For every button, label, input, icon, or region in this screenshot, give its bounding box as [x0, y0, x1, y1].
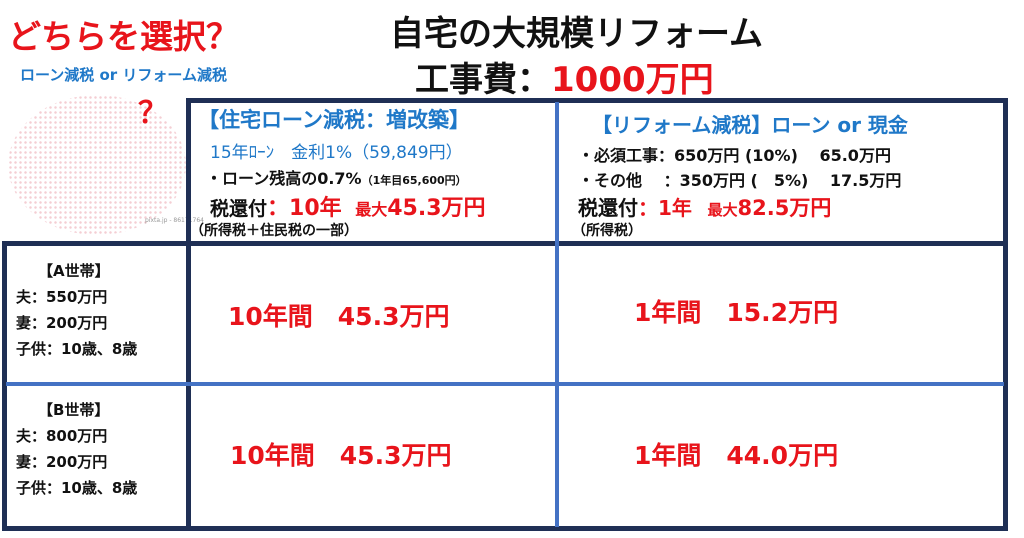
- household-b: 【B世帯】 夫：800万円 妻：200万円 子供：10歳、8歳: [16, 401, 138, 497]
- reform-heading: 【リフォーム減税】ローン or 現金: [592, 113, 908, 137]
- frame-left: [2, 241, 7, 531]
- household-a-loan-result: 10年間 45.3万円: [228, 302, 450, 331]
- loan-refund: 税還付：10年 最大45.3万円: [210, 196, 486, 221]
- household-a: 【A世帯】 夫：550万円 妻：200万円 子供：10歳、8歳: [16, 262, 138, 358]
- subtitle: ローン減税 or リフォーム減税: [20, 66, 227, 84]
- cost-label: 工事費：: [415, 60, 551, 100]
- reform-refund: 税還付：1年 最大82.5万円: [578, 196, 832, 220]
- loan-terms: 15年ﾛｰﾝ 金利1%（59,849円）: [210, 143, 463, 163]
- loan-tax-note: （所得税＋住民税の一部）: [190, 223, 358, 239]
- reform-tax-note: （所得税）: [572, 223, 642, 239]
- reform-line2: ・その他 ：350万円 ( 5%) 17.5万円: [578, 171, 902, 190]
- divider-vertical: [555, 102, 559, 527]
- question-mark-icon: ？: [138, 96, 168, 131]
- frame-top: [186, 98, 1008, 103]
- frame-right: [1003, 98, 1008, 531]
- renovation-illustration: [8, 95, 186, 235]
- household-b-loan-result: 10年間 45.3万円: [230, 441, 452, 470]
- household-b-reform-result: 1年間 44.0万円: [634, 441, 839, 470]
- frame-bottom: [2, 526, 1008, 531]
- reform-line1: ・必須工事：650万円 (10%) 65.0万円: [578, 146, 891, 165]
- divider-horizontal: [6, 382, 1004, 386]
- illustration-credit: pixta.jp - 86171764: [145, 217, 204, 224]
- cost-line: 工事費：1000万円: [415, 52, 714, 101]
- page-title: 自宅の大規模リフォーム: [390, 14, 763, 54]
- loan-heading: 【住宅ローン減税：増改築】: [198, 108, 470, 132]
- cost-value: 1000万円: [551, 60, 714, 100]
- frame-col1-right: [186, 98, 191, 531]
- household-a-reform-result: 1年間 15.2万円: [634, 298, 839, 327]
- loan-rate: ・ローン残高の0.7%（1年目65,600円）: [206, 169, 467, 188]
- frame-row1-bottom: [2, 241, 1008, 246]
- question-heading: どちらを選択？: [8, 17, 239, 56]
